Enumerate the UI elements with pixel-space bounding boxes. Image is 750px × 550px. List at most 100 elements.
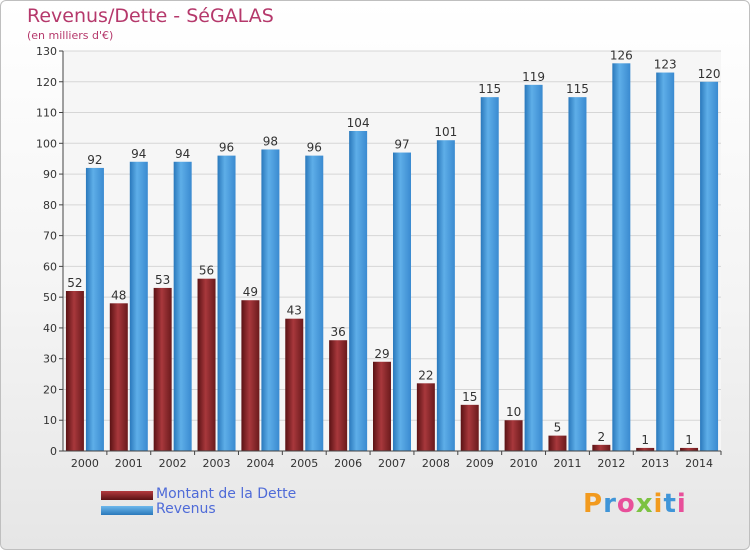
data-label-revenue: 126 [610,48,633,62]
bar-revenue [85,167,104,451]
data-label-debt: 43 [287,304,302,318]
x-tick-label: 2002 [159,457,187,470]
x-tick-label: 2013 [641,457,669,470]
x-tick-label: 2006 [334,457,362,470]
data-label-revenue: 92 [87,153,102,167]
data-label-debt: 10 [506,405,521,419]
y-tick-label: 130 [36,45,57,58]
data-label-debt: 53 [155,273,170,287]
data-label-debt: 15 [462,390,477,404]
data-label-revenue: 115 [478,82,501,96]
y-tick-label: 100 [36,137,57,150]
y-tick-label: 110 [36,107,57,120]
bar-revenue [349,131,368,451]
bar-debt [636,447,655,451]
bar-revenue [568,97,587,452]
x-tick-label: 2000 [71,457,99,470]
x-tick-label: 2014 [685,457,713,470]
data-label-debt: 22 [418,368,433,382]
bars-layer [65,63,719,452]
data-label-revenue: 115 [566,82,589,96]
data-label-revenue: 97 [394,138,409,152]
x-tick-label: 2001 [115,457,143,470]
bar-debt [592,444,611,451]
data-label-revenue: 101 [434,125,457,139]
bar-debt [241,300,260,451]
bar-revenue [173,161,192,451]
y-tick-label: 10 [43,414,57,427]
x-tick-label: 2004 [246,457,274,470]
y-tick-label: 20 [43,383,57,396]
logo-letter: P [583,489,604,519]
y-tick-label: 70 [43,230,57,243]
y-tick-label: 90 [43,168,57,181]
grid-layer [63,50,721,451]
bar-debt [548,435,567,451]
bar-debt [329,340,348,451]
data-label-debt: 29 [374,347,389,361]
data-label-debt: 5 [554,421,562,435]
legend-swatch-debt [101,491,153,500]
x-tick-label: 2010 [510,457,538,470]
logo-letter: i [653,489,664,519]
data-label-debt: 1 [641,433,649,447]
data-label-revenue: 120 [698,67,721,81]
bar-debt [504,420,523,451]
logo-letter: o [616,489,636,519]
data-label-debt: 52 [67,276,82,290]
bar-debt [285,318,304,451]
data-label-debt: 48 [111,288,126,302]
y-tick-label: 60 [43,260,57,273]
data-label-revenue: 96 [219,141,234,155]
labels-layer: 5292489453945696499843963610429972210115… [67,48,720,447]
legend-swatch-revenue [101,506,153,515]
bar-debt [153,287,172,451]
y-tick-label: 50 [43,291,57,304]
data-label-debt: 49 [243,285,258,299]
data-label-debt: 36 [330,325,345,339]
bar-debt [197,278,216,451]
data-label-debt: 2 [598,430,606,444]
legend-label-debt: Montant de la Dette [156,486,297,502]
legend-label-revenue: Revenus [156,501,216,517]
y-tick-label: 0 [50,445,57,458]
data-label-revenue: 104 [347,116,370,130]
bar-debt [460,404,479,451]
bar-revenue [305,155,324,451]
data-label-revenue: 96 [307,141,322,155]
logo-letter: x [635,489,654,519]
x-tick-label: 2009 [466,457,494,470]
x-tick-label: 2012 [597,457,625,470]
chart-title: Revenus/Dette - SéGALAS [27,5,274,27]
data-label-revenue: 94 [131,147,146,161]
bar-revenue [480,97,499,452]
y-tick-label: 30 [43,353,57,366]
bar-revenue [261,149,280,451]
data-label-revenue: 119 [522,70,545,84]
bar-debt [416,383,435,451]
chart-subtitle: (en milliers d'€) [27,29,114,42]
logo-letter: r [603,489,617,519]
bar-revenue [217,155,236,451]
bar-revenue [524,84,543,451]
x-tick-label: 2011 [553,457,581,470]
bar-revenue [612,63,631,452]
bar-debt [65,291,84,451]
bar-revenue [129,161,148,451]
x-tick-label: 2007 [378,457,406,470]
logo-letter: t [663,489,677,519]
bar-revenue [656,72,675,452]
logo-letter: i [676,489,687,519]
proxiti-logo: Proxiti [583,489,687,519]
data-label-revenue: 123 [654,58,677,72]
bar-debt [373,361,391,451]
x-tick-label: 2003 [203,457,231,470]
bar-revenue [700,81,719,452]
y-tick-label: 120 [36,76,57,89]
data-label-revenue: 94 [175,147,190,161]
bar-revenue [393,152,411,452]
plot-background [63,51,721,451]
data-label-debt: 56 [199,264,214,278]
